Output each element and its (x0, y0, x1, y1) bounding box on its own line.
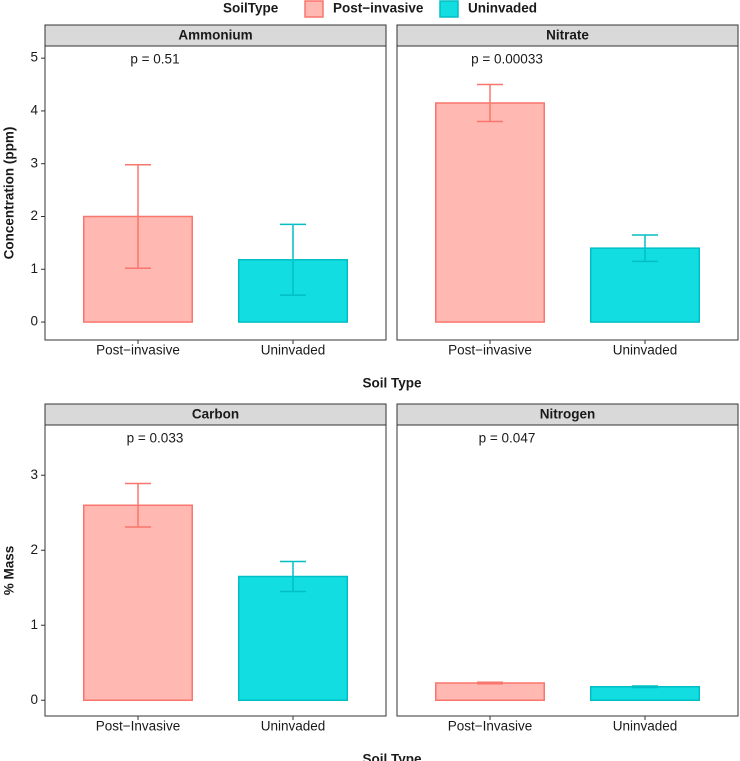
panel-border (44, 45, 387, 341)
bar (590, 686, 700, 701)
error-bar (125, 482, 151, 528)
legend-key (304, 0, 324, 18)
panel-title: Nitrogen (540, 407, 596, 422)
x-tick-label: Post−Invasive (448, 719, 532, 734)
x-tick-label: Uninvaded (261, 343, 326, 358)
x-tick-label: Uninvaded (613, 343, 678, 358)
panel-border (44, 424, 387, 717)
y-tick-label: 3 (30, 155, 38, 170)
error-bar (632, 685, 658, 689)
x-tick-label: Uninvaded (613, 719, 678, 734)
panel-title: Nitrate (546, 28, 589, 43)
legend-label: Uninvaded (468, 1, 537, 16)
y-tick-label: 1 (30, 261, 38, 276)
x-tick-label: Uninvaded (261, 719, 326, 734)
x-tick-label: Post−invasive (96, 343, 180, 358)
error-bar (477, 83, 503, 123)
y-tick-label: 5 (30, 50, 38, 65)
bar (435, 102, 545, 323)
panel-border (396, 424, 739, 717)
y-tick-label: 1 (30, 617, 38, 632)
y-axis-label: Concentration (ppm) (2, 127, 17, 260)
p-value: p = 0.00033 (471, 52, 543, 67)
x-axis-label: Soil Type (362, 376, 422, 391)
legend-key (439, 0, 459, 18)
y-tick-label: 3 (30, 467, 38, 482)
error-bar (280, 560, 306, 593)
legend-label: Post−invasive (333, 1, 424, 16)
legend-title: SoilType (223, 1, 279, 16)
p-value: p = 0.033 (127, 431, 184, 446)
y-tick-label: 2 (30, 208, 38, 223)
error-bar (477, 681, 503, 685)
y-tick-label: 0 (30, 314, 38, 329)
y-tick-label: 0 (30, 692, 38, 707)
error-bar (632, 234, 658, 263)
bar (435, 682, 545, 701)
x-tick-label: Post−invasive (448, 343, 532, 358)
error-bar (125, 164, 151, 269)
panel-border (396, 45, 739, 341)
bar (83, 504, 193, 701)
panel-title: Ammonium (178, 28, 252, 43)
p-value: p = 0.047 (479, 431, 536, 446)
p-value: p = 0.51 (130, 52, 179, 67)
y-tick-label: 4 (30, 102, 38, 117)
y-axis-label: % Mass (2, 546, 17, 596)
bar (238, 575, 348, 701)
panel-title: Carbon (192, 407, 239, 422)
y-tick-label: 2 (30, 542, 38, 557)
x-tick-label: Post−Invasive (96, 719, 180, 734)
x-axis-label: Soil Type (362, 752, 422, 761)
error-bar (280, 223, 306, 296)
